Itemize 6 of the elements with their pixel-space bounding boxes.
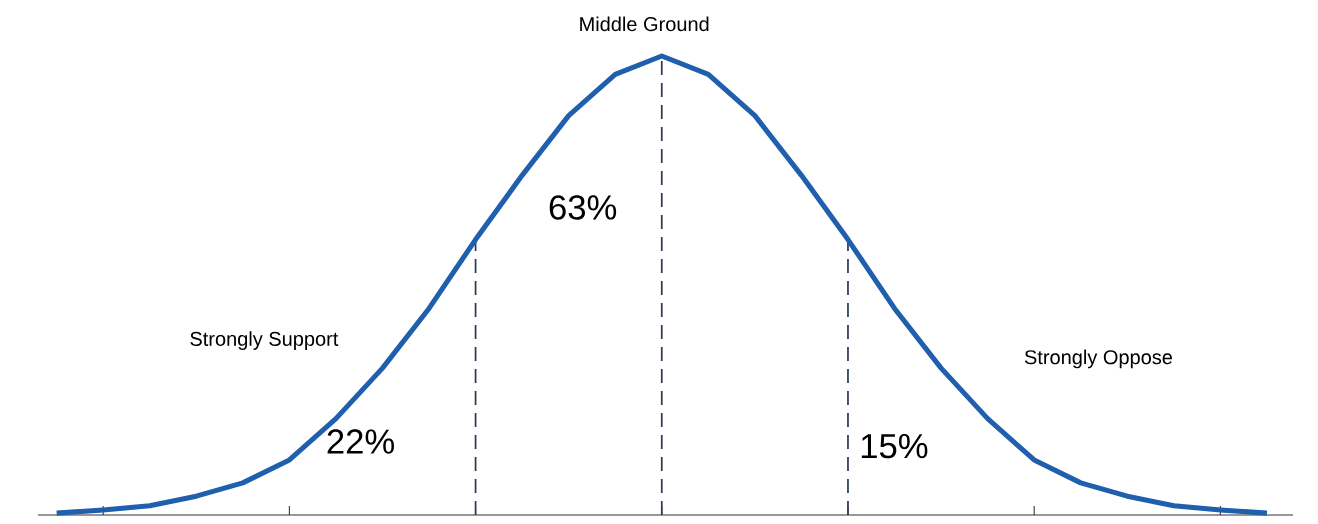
annotation: Strongly Support xyxy=(190,331,339,350)
annotation: 63% xyxy=(549,195,617,220)
annotation: 15% xyxy=(861,433,928,459)
annotation: Strongly Oppose xyxy=(1024,349,1173,369)
text: Middle Ground xyxy=(580,16,709,32)
annotation: 22% xyxy=(327,429,394,454)
